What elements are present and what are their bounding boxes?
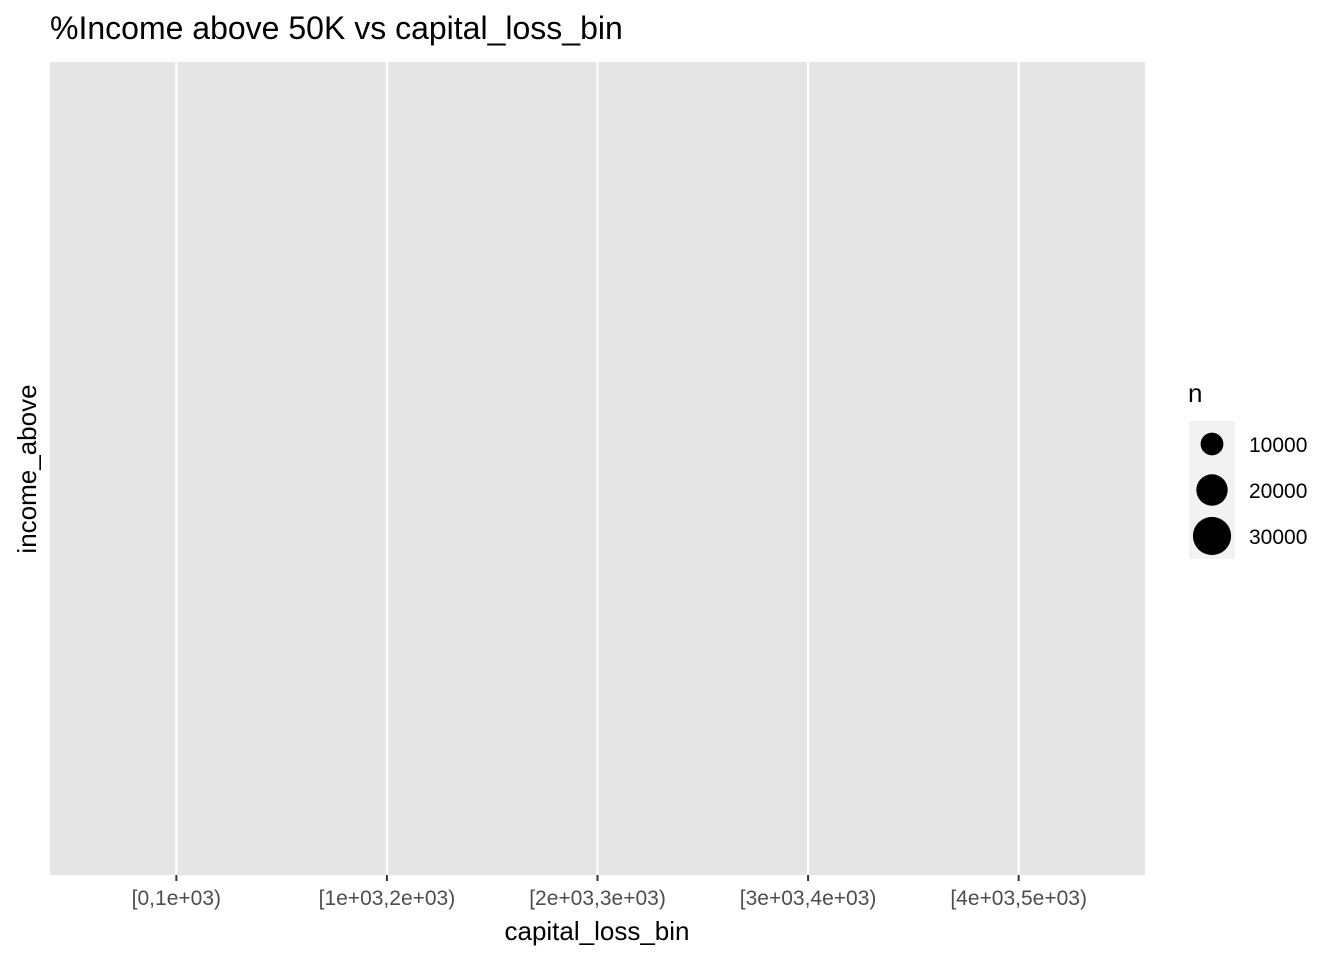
x-tick-label: [2e+03,3e+03) bbox=[529, 887, 666, 910]
x-tick-label: [0,1e+03) bbox=[132, 887, 221, 910]
x-axis-ticks bbox=[175, 875, 1020, 881]
legend-key-point bbox=[1200, 432, 1224, 456]
legend-label: 10000 bbox=[1249, 434, 1307, 457]
grid-lines bbox=[175, 62, 1020, 875]
x-axis-title: capital_loss_bin bbox=[504, 916, 689, 946]
x-axis-tick-labels: [0,1e+03) [1e+03,2e+03) [2e+03,3e+03) [3e+0… bbox=[132, 887, 1087, 910]
x-tick-label: [3e+03,4e+03) bbox=[740, 887, 877, 910]
x-tick-label: [1e+03,2e+03) bbox=[319, 887, 456, 910]
legend-title: n bbox=[1188, 378, 1202, 408]
y-axis-title: income_above bbox=[12, 384, 42, 553]
legend-key-point bbox=[1192, 516, 1232, 556]
legend: n 10000 20000 30000 bbox=[1188, 378, 1307, 559]
legend-items: 10000 20000 30000 bbox=[1192, 432, 1307, 556]
x-tick-label: [4e+03,5e+03) bbox=[950, 887, 1087, 910]
chart-title: %Income above 50K vs capital_loss_bin bbox=[50, 10, 623, 46]
legend-label: 20000 bbox=[1249, 480, 1307, 503]
legend-label: 30000 bbox=[1249, 526, 1307, 549]
legend-key-point bbox=[1196, 474, 1228, 506]
